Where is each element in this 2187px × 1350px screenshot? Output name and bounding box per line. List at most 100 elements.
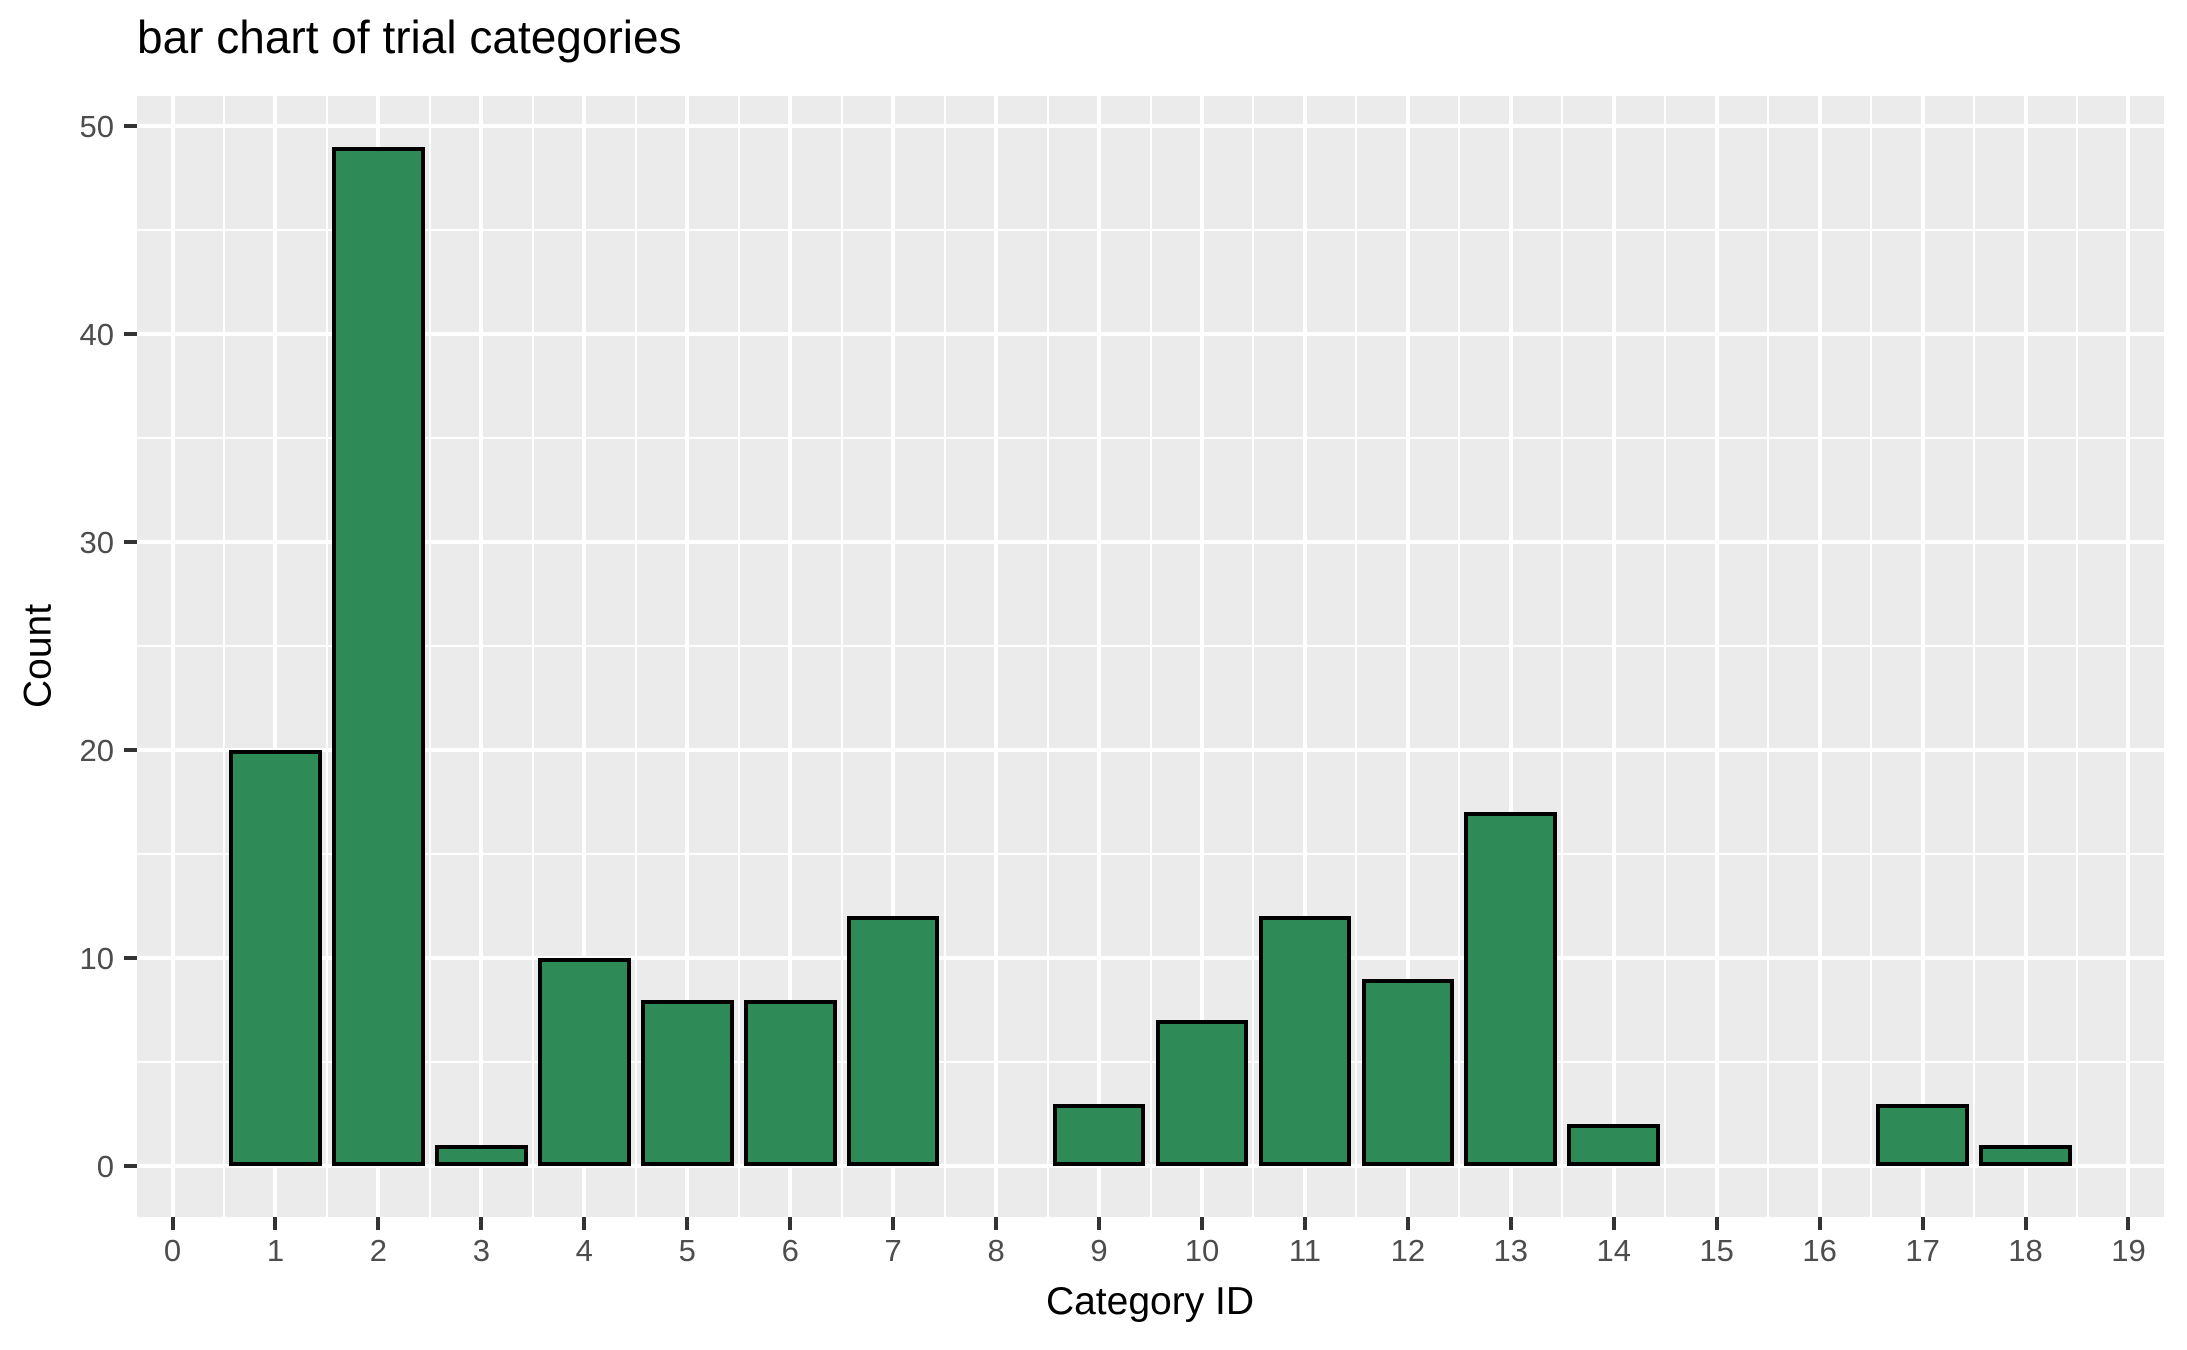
x-tick-label: 1: [266, 1233, 285, 1268]
x-tick-label: 5: [678, 1233, 696, 1268]
gridline-x-major: [1199, 96, 1204, 1217]
gridline-y-major: [137, 1164, 2164, 1169]
gridline-x-major: [685, 96, 690, 1217]
bar: [332, 146, 425, 1167]
y-tick-mark: [124, 124, 137, 129]
gridline-x-minor: [1870, 96, 1873, 1217]
x-tick-mark: [582, 1217, 587, 1230]
x-tick-mark: [788, 1217, 793, 1230]
x-tick-label: 4: [575, 1233, 593, 1268]
gridline-x-minor: [531, 96, 534, 1217]
x-tick-mark: [685, 1217, 690, 1230]
y-tick-label: 40: [79, 317, 114, 353]
y-tick-label: 20: [79, 733, 114, 769]
y-tick-label: 0: [96, 1149, 114, 1185]
gridline-x-minor: [1664, 96, 1667, 1217]
bar: [1155, 1020, 1249, 1167]
y-tick-mark: [124, 332, 137, 337]
gridline-x-minor: [1561, 96, 1564, 1217]
x-tick-mark: [170, 1217, 175, 1230]
bar: [1361, 978, 1455, 1167]
x-tick-mark: [891, 1217, 896, 1230]
x-tick-label: 6: [781, 1233, 799, 1268]
gridline-x-minor: [222, 96, 225, 1217]
y-tick-label: 50: [79, 109, 114, 145]
gridline-x-major: [1611, 96, 1616, 1217]
x-tick-label: 7: [884, 1233, 902, 1268]
gridline-y-major: [137, 956, 2164, 961]
x-tick-label: 3: [472, 1233, 490, 1268]
gridline-x-minor: [1149, 96, 1152, 1217]
x-tick-mark: [994, 1217, 999, 1230]
x-tick-label: 13: [1493, 1233, 1529, 1268]
gridline-x-minor: [943, 96, 946, 1217]
x-tick-label: 2: [369, 1233, 388, 1268]
gridline-x-major: [994, 96, 999, 1217]
x-tick-mark: [1199, 1217, 1204, 1230]
gridline-y-major: [137, 748, 2164, 753]
gridline-x-major: [1097, 96, 1102, 1217]
bar: [537, 958, 631, 1167]
x-tick-mark: [1817, 1217, 1822, 1230]
gridline-y-major: [137, 332, 2164, 337]
gridline-x-minor: [634, 96, 637, 1217]
y-tick-mark: [124, 748, 137, 753]
x-tick-label: 15: [1699, 1233, 1734, 1268]
gridline-x-major: [479, 96, 484, 1217]
x-tick-mark: [273, 1217, 278, 1230]
y-axis-title: Count: [16, 603, 60, 709]
bar: [229, 750, 322, 1167]
gridline-x-major: [1302, 96, 1307, 1217]
gridline-x-minor: [428, 96, 431, 1217]
gridline-x-major: [273, 96, 278, 1217]
gridline-x-minor: [840, 96, 843, 1217]
gridline-x-major: [1714, 96, 1719, 1217]
bar: [1464, 812, 1558, 1167]
bar: [1258, 916, 1352, 1167]
x-tick-mark: [2126, 1217, 2131, 1230]
y-tick-label: 30: [79, 525, 114, 561]
gridline-x-major: [582, 96, 587, 1217]
x-tick-label: 17: [1905, 1233, 1940, 1268]
x-tick-mark: [1302, 1217, 1307, 1230]
x-tick-mark: [1097, 1217, 1102, 1230]
gridline-x-minor: [1767, 96, 1770, 1217]
gridline-x-minor: [1252, 96, 1255, 1217]
x-axis-title: Category ID: [1045, 1280, 1255, 1323]
gridline-x-minor: [325, 96, 328, 1217]
gridline-x-major: [2126, 96, 2131, 1217]
x-tick-mark: [479, 1217, 484, 1230]
bar: [743, 999, 837, 1167]
x-tick-mark: [1611, 1217, 1616, 1230]
gridline-x-major: [2023, 96, 2028, 1217]
bar: [640, 999, 734, 1167]
gridline-x-minor: [1046, 96, 1049, 1217]
gridline-x-minor: [1355, 96, 1358, 1217]
gridline-y-major: [137, 540, 2164, 545]
x-tick-mark: [1508, 1217, 1513, 1230]
x-tick-mark: [376, 1217, 381, 1230]
x-tick-mark: [1405, 1217, 1410, 1230]
x-tick-label: 11: [1288, 1233, 1321, 1268]
x-tick-label: 8: [987, 1233, 1005, 1268]
bar: [1052, 1103, 1146, 1167]
x-tick-label: 12: [1390, 1233, 1426, 1268]
x-tick-label: 0: [163, 1233, 182, 1268]
gridline-x-major: [1508, 96, 1513, 1217]
x-tick-label: 9: [1090, 1233, 1108, 1268]
x-tick-mark: [1920, 1217, 1925, 1230]
gridline-x-major: [1405, 96, 1410, 1217]
x-tick-label: 19: [2111, 1233, 2146, 1268]
gridline-x-minor: [2076, 96, 2078, 1217]
gridline-x-major: [170, 96, 175, 1217]
gridline-x-major: [1817, 96, 1822, 1217]
gridline-x-major: [891, 96, 896, 1217]
plot-panel: [137, 96, 2164, 1217]
bar: [1876, 1103, 1969, 1167]
x-tick-label: 10: [1184, 1233, 1220, 1268]
gridline-x-major: [788, 96, 793, 1217]
y-tick-mark: [124, 956, 137, 961]
bar: [435, 1145, 528, 1167]
y-tick-mark: [124, 1164, 137, 1169]
